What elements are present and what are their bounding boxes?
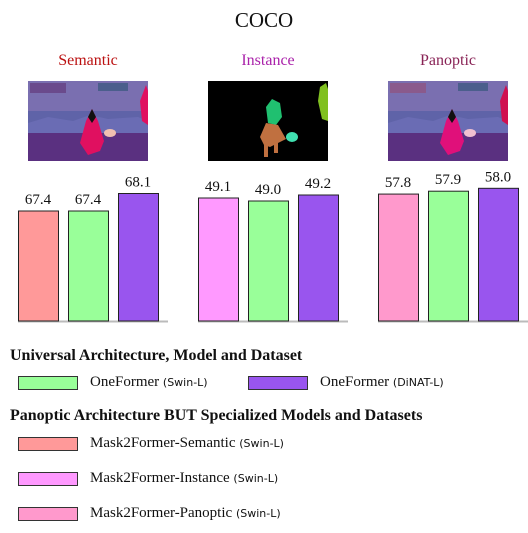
legend-swatch bbox=[18, 507, 78, 521]
instance-chart: 49.1 49.0 49.2 bbox=[198, 176, 348, 323]
bar-value-label: 67.4 bbox=[25, 192, 52, 208]
bar-value-label: 67.4 bbox=[75, 192, 102, 208]
bar bbox=[198, 197, 239, 322]
panel-title-instance: Instance bbox=[241, 52, 295, 69]
panel-title-panoptic: Panoptic bbox=[420, 52, 476, 69]
legend-label: OneFormer bbox=[90, 374, 160, 390]
specialized-heading: Panoptic Architecture BUT Specialized Mo… bbox=[10, 407, 423, 424]
bar-value-label: 58.0 bbox=[485, 170, 511, 185]
bar-value-label: 57.8 bbox=[385, 175, 411, 191]
legend-note: (DiNAT-L) bbox=[392, 376, 444, 389]
panoptic-chart: 57.8 57.9 58.0 bbox=[378, 170, 528, 323]
bar bbox=[18, 210, 59, 322]
bar bbox=[478, 187, 519, 322]
bar-value-label: 49.2 bbox=[305, 176, 331, 192]
bar-value-label: 57.9 bbox=[435, 172, 461, 188]
legend-label: Mask2Former-Instance bbox=[90, 470, 230, 486]
bar-charts: 67.4 67.4 68.1 49.1 49.0 49.2 57.8 57.9 58.0 bbox=[18, 170, 528, 323]
bar-value-label: 49.1 bbox=[205, 179, 231, 195]
legend-label: OneFormer bbox=[320, 374, 390, 390]
legend-label: Mask2Former-Panoptic bbox=[90, 505, 233, 521]
instance-segmentation-thumbnail bbox=[208, 81, 328, 161]
panoptic-segmentation-thumbnail bbox=[388, 81, 508, 161]
bar bbox=[118, 193, 159, 322]
bar-value-label: 49.0 bbox=[255, 182, 281, 198]
panel-title-semantic: Semantic bbox=[58, 52, 118, 69]
legend-note: (Swin-L) bbox=[162, 376, 208, 389]
legend-note: (Swin-L) bbox=[235, 507, 281, 520]
semantic-chart: 67.4 67.4 68.1 bbox=[18, 175, 168, 323]
bar-value-label: 68.1 bbox=[125, 175, 151, 191]
legend-swatch bbox=[248, 376, 308, 390]
bar bbox=[248, 200, 289, 322]
figure-title: COCO bbox=[234, 8, 294, 32]
bar bbox=[428, 190, 469, 322]
semantic-segmentation-thumbnail bbox=[28, 81, 148, 161]
bar bbox=[378, 193, 419, 322]
bar bbox=[68, 210, 109, 322]
legend-note: (Swin-L) bbox=[233, 472, 279, 485]
legend-swatch bbox=[18, 472, 78, 486]
legend-swatch bbox=[18, 376, 78, 390]
legend-note: (Swin-L) bbox=[239, 437, 284, 450]
legend-label: Mask2Former-Semantic bbox=[90, 435, 236, 451]
legend-swatch bbox=[18, 437, 78, 451]
universal-heading: Universal Architecture, Model and Datase… bbox=[10, 347, 303, 364]
bar bbox=[298, 194, 339, 322]
